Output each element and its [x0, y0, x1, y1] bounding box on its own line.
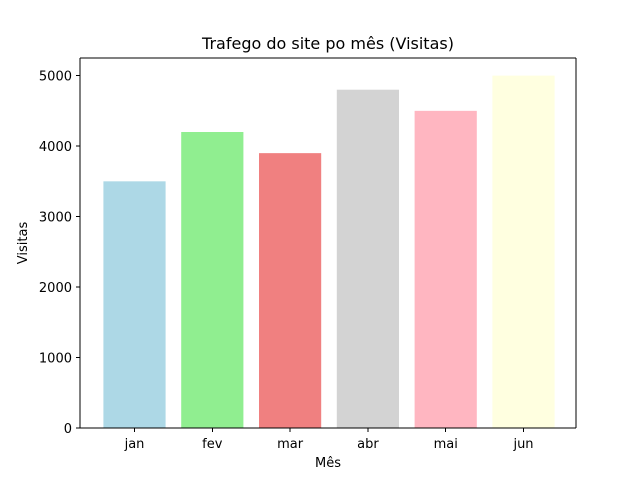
bar-jun	[492, 75, 555, 429]
bar-mar	[259, 153, 322, 428]
bar-jan	[103, 181, 166, 428]
bar-mai	[414, 110, 477, 429]
x-axis-ticks: jan fev mar abr mai jun	[124, 428, 534, 452]
x-tick-label: jan	[124, 437, 145, 452]
x-tick-label: jun	[512, 437, 533, 452]
y-tick-label: 3000	[39, 211, 72, 226]
x-axis-label: Mês	[315, 456, 341, 471]
x-tick-label: abr	[357, 437, 379, 452]
bar-fev	[181, 132, 244, 428]
bars-layer	[103, 75, 555, 429]
y-tick-label: 0	[64, 422, 72, 437]
x-tick-label: mai	[434, 437, 458, 452]
chart-title: Trafego do site po mês (Visitas)	[201, 34, 454, 53]
y-tick-label: 4000	[39, 140, 72, 155]
y-axis-ticks: 0 1000 2000 3000 4000 5000	[39, 70, 80, 437]
y-tick-label: 5000	[39, 70, 72, 85]
y-tick-label: 2000	[39, 281, 72, 296]
x-tick-label: fev	[202, 437, 223, 452]
x-tick-label: mar	[277, 437, 304, 452]
y-axis-label: Visitas	[16, 222, 31, 265]
axes-frame	[79, 57, 577, 429]
bar-abr	[336, 89, 399, 429]
y-tick-label: 1000	[39, 352, 72, 367]
